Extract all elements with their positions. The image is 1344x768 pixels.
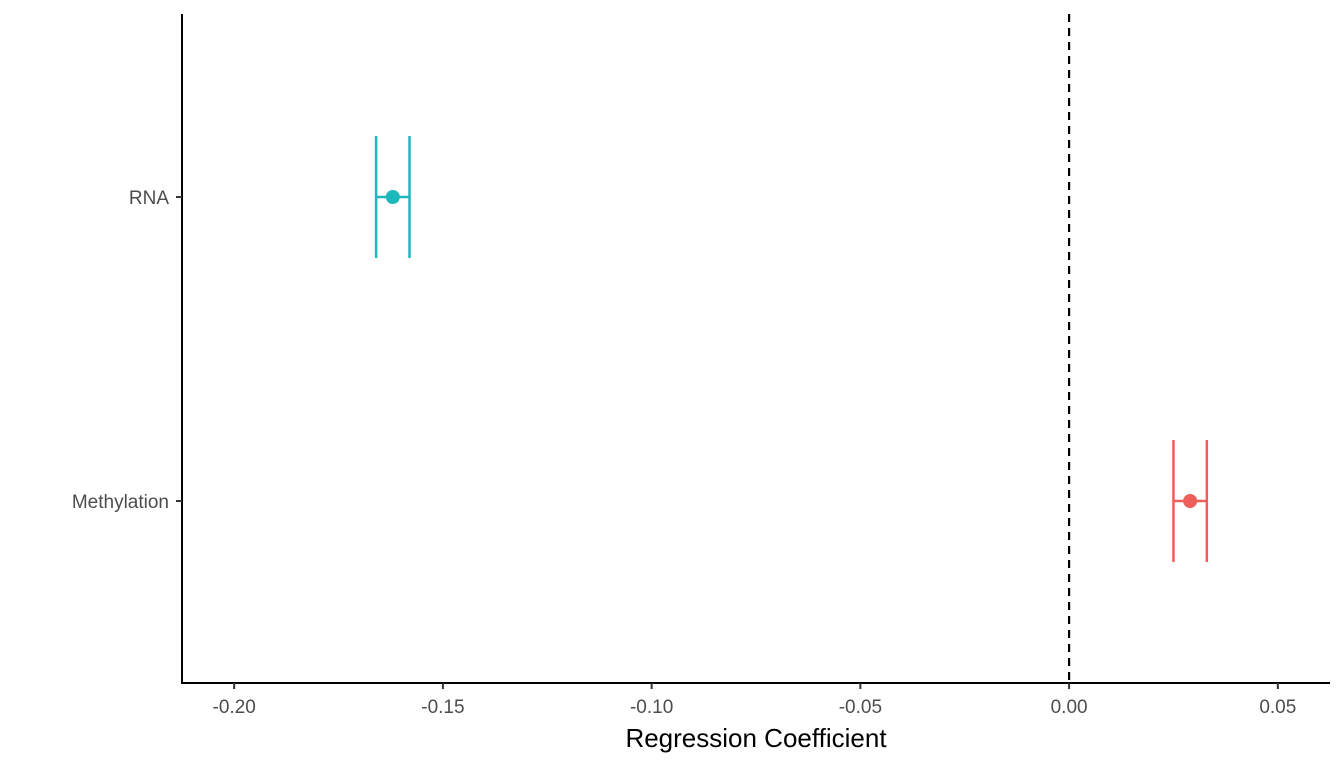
x-tick-label: 0.05 xyxy=(1259,697,1296,718)
data-point xyxy=(1183,494,1198,508)
y-axis-ticks: RNA Methylation xyxy=(72,188,182,513)
x-tick-label: -0.15 xyxy=(421,697,464,718)
x-tick-label: -0.10 xyxy=(630,697,673,718)
x-axis-title: Regression Coefficient xyxy=(625,723,887,753)
x-tick-label: 0.00 xyxy=(1051,697,1088,718)
x-tick-label: -0.20 xyxy=(213,697,256,718)
y-tick-label: Methylation xyxy=(72,492,169,513)
x-tick-label: -0.05 xyxy=(839,697,882,718)
data-point-group-rna xyxy=(374,136,411,258)
x-axis-ticks: -0.20 -0.15 -0.10 -0.05 0.00 0.05 xyxy=(213,683,1296,718)
data-point xyxy=(385,190,400,204)
plot-marks xyxy=(374,14,1209,683)
data-point-group-methylation xyxy=(1172,440,1209,562)
y-tick-label: RNA xyxy=(129,188,169,209)
